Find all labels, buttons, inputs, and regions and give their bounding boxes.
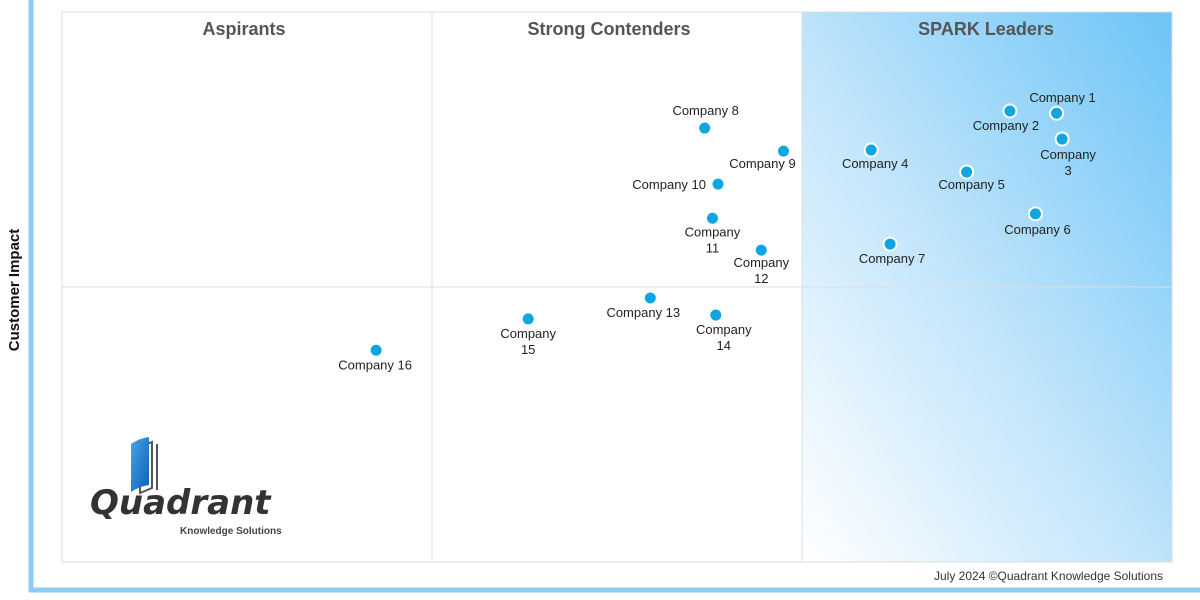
quadrant-title-aspirants: Aspirants [202, 19, 285, 39]
data-point-label: Company 6 [1004, 222, 1070, 237]
data-point [776, 143, 791, 159]
quadrant-title-spark-leaders: SPARK Leaders [918, 19, 1054, 39]
data-point-label: Company 7 [859, 251, 925, 266]
data-point [520, 311, 536, 327]
data-point [368, 342, 384, 358]
data-point-group: Company 8 [672, 103, 739, 136]
logo-name: Quadrant [90, 483, 272, 523]
data-point [1054, 131, 1070, 147]
logo-tagline: Knowledge Solutions [180, 526, 282, 537]
data-point-group: Company 13 [606, 290, 680, 320]
quadrant-title-strong-contenders: Strong Contenders [527, 19, 690, 39]
data-point [882, 236, 898, 252]
data-point-label: Company 16 [338, 357, 412, 372]
data-point [697, 120, 713, 136]
data-point [753, 242, 769, 258]
data-point-label: Company 10 [632, 177, 706, 192]
data-point-group: Company 5 [938, 164, 1005, 192]
data-point [1002, 103, 1018, 119]
data-point [1027, 206, 1043, 222]
data-point [710, 176, 726, 192]
data-point-group: Company 12 [733, 242, 790, 286]
data-point [1049, 105, 1065, 121]
data-point-label: Company 5 [938, 177, 1004, 192]
data-point-label: Company 9 [729, 156, 795, 171]
data-point-group: Company 10 [632, 176, 726, 192]
quadrant-logo: Quadrant Knowledge Solutions [90, 437, 282, 537]
data-point-group: Company 11 [685, 210, 741, 255]
data-point [863, 142, 879, 158]
footer-copyright: July 2024 ©Quadrant Knowledge Solutions [934, 569, 1163, 583]
data-point-label: Company 14 [696, 322, 752, 353]
data-point-label: Company 1 [1029, 90, 1095, 105]
data-point-group: Company 7 [859, 236, 925, 266]
data-point-group: Company 14 [696, 307, 752, 353]
data-point-label: Company 3 [1040, 147, 1096, 178]
data-point [708, 307, 724, 323]
data-point [704, 210, 720, 226]
data-point-label: Company 2 [973, 118, 1039, 133]
data-point-group: Company 6 [1004, 206, 1071, 237]
data-point-group: Company 3 [1040, 131, 1096, 178]
data-point [959, 164, 975, 180]
data-point-group: Company 2 [973, 103, 1039, 133]
data-point-label: Company 13 [606, 305, 680, 320]
data-point-label: Company 4 [842, 156, 908, 171]
data-point-group: Company 4 [842, 142, 908, 171]
data-point-group: Company 1 [1029, 90, 1096, 121]
data-point-group: Company 15 [500, 311, 557, 357]
data-point [642, 290, 658, 306]
y-axis-label: Customer Impact [6, 229, 23, 352]
data-point-label: Company 8 [672, 103, 738, 118]
data-point-label: Company 12 [733, 255, 789, 286]
data-point-label: Company 11 [685, 224, 741, 255]
data-point-group: Company 16 [338, 342, 412, 372]
data-point-label: Company 15 [500, 326, 556, 357]
data-point-group: Company 9 [729, 143, 796, 171]
